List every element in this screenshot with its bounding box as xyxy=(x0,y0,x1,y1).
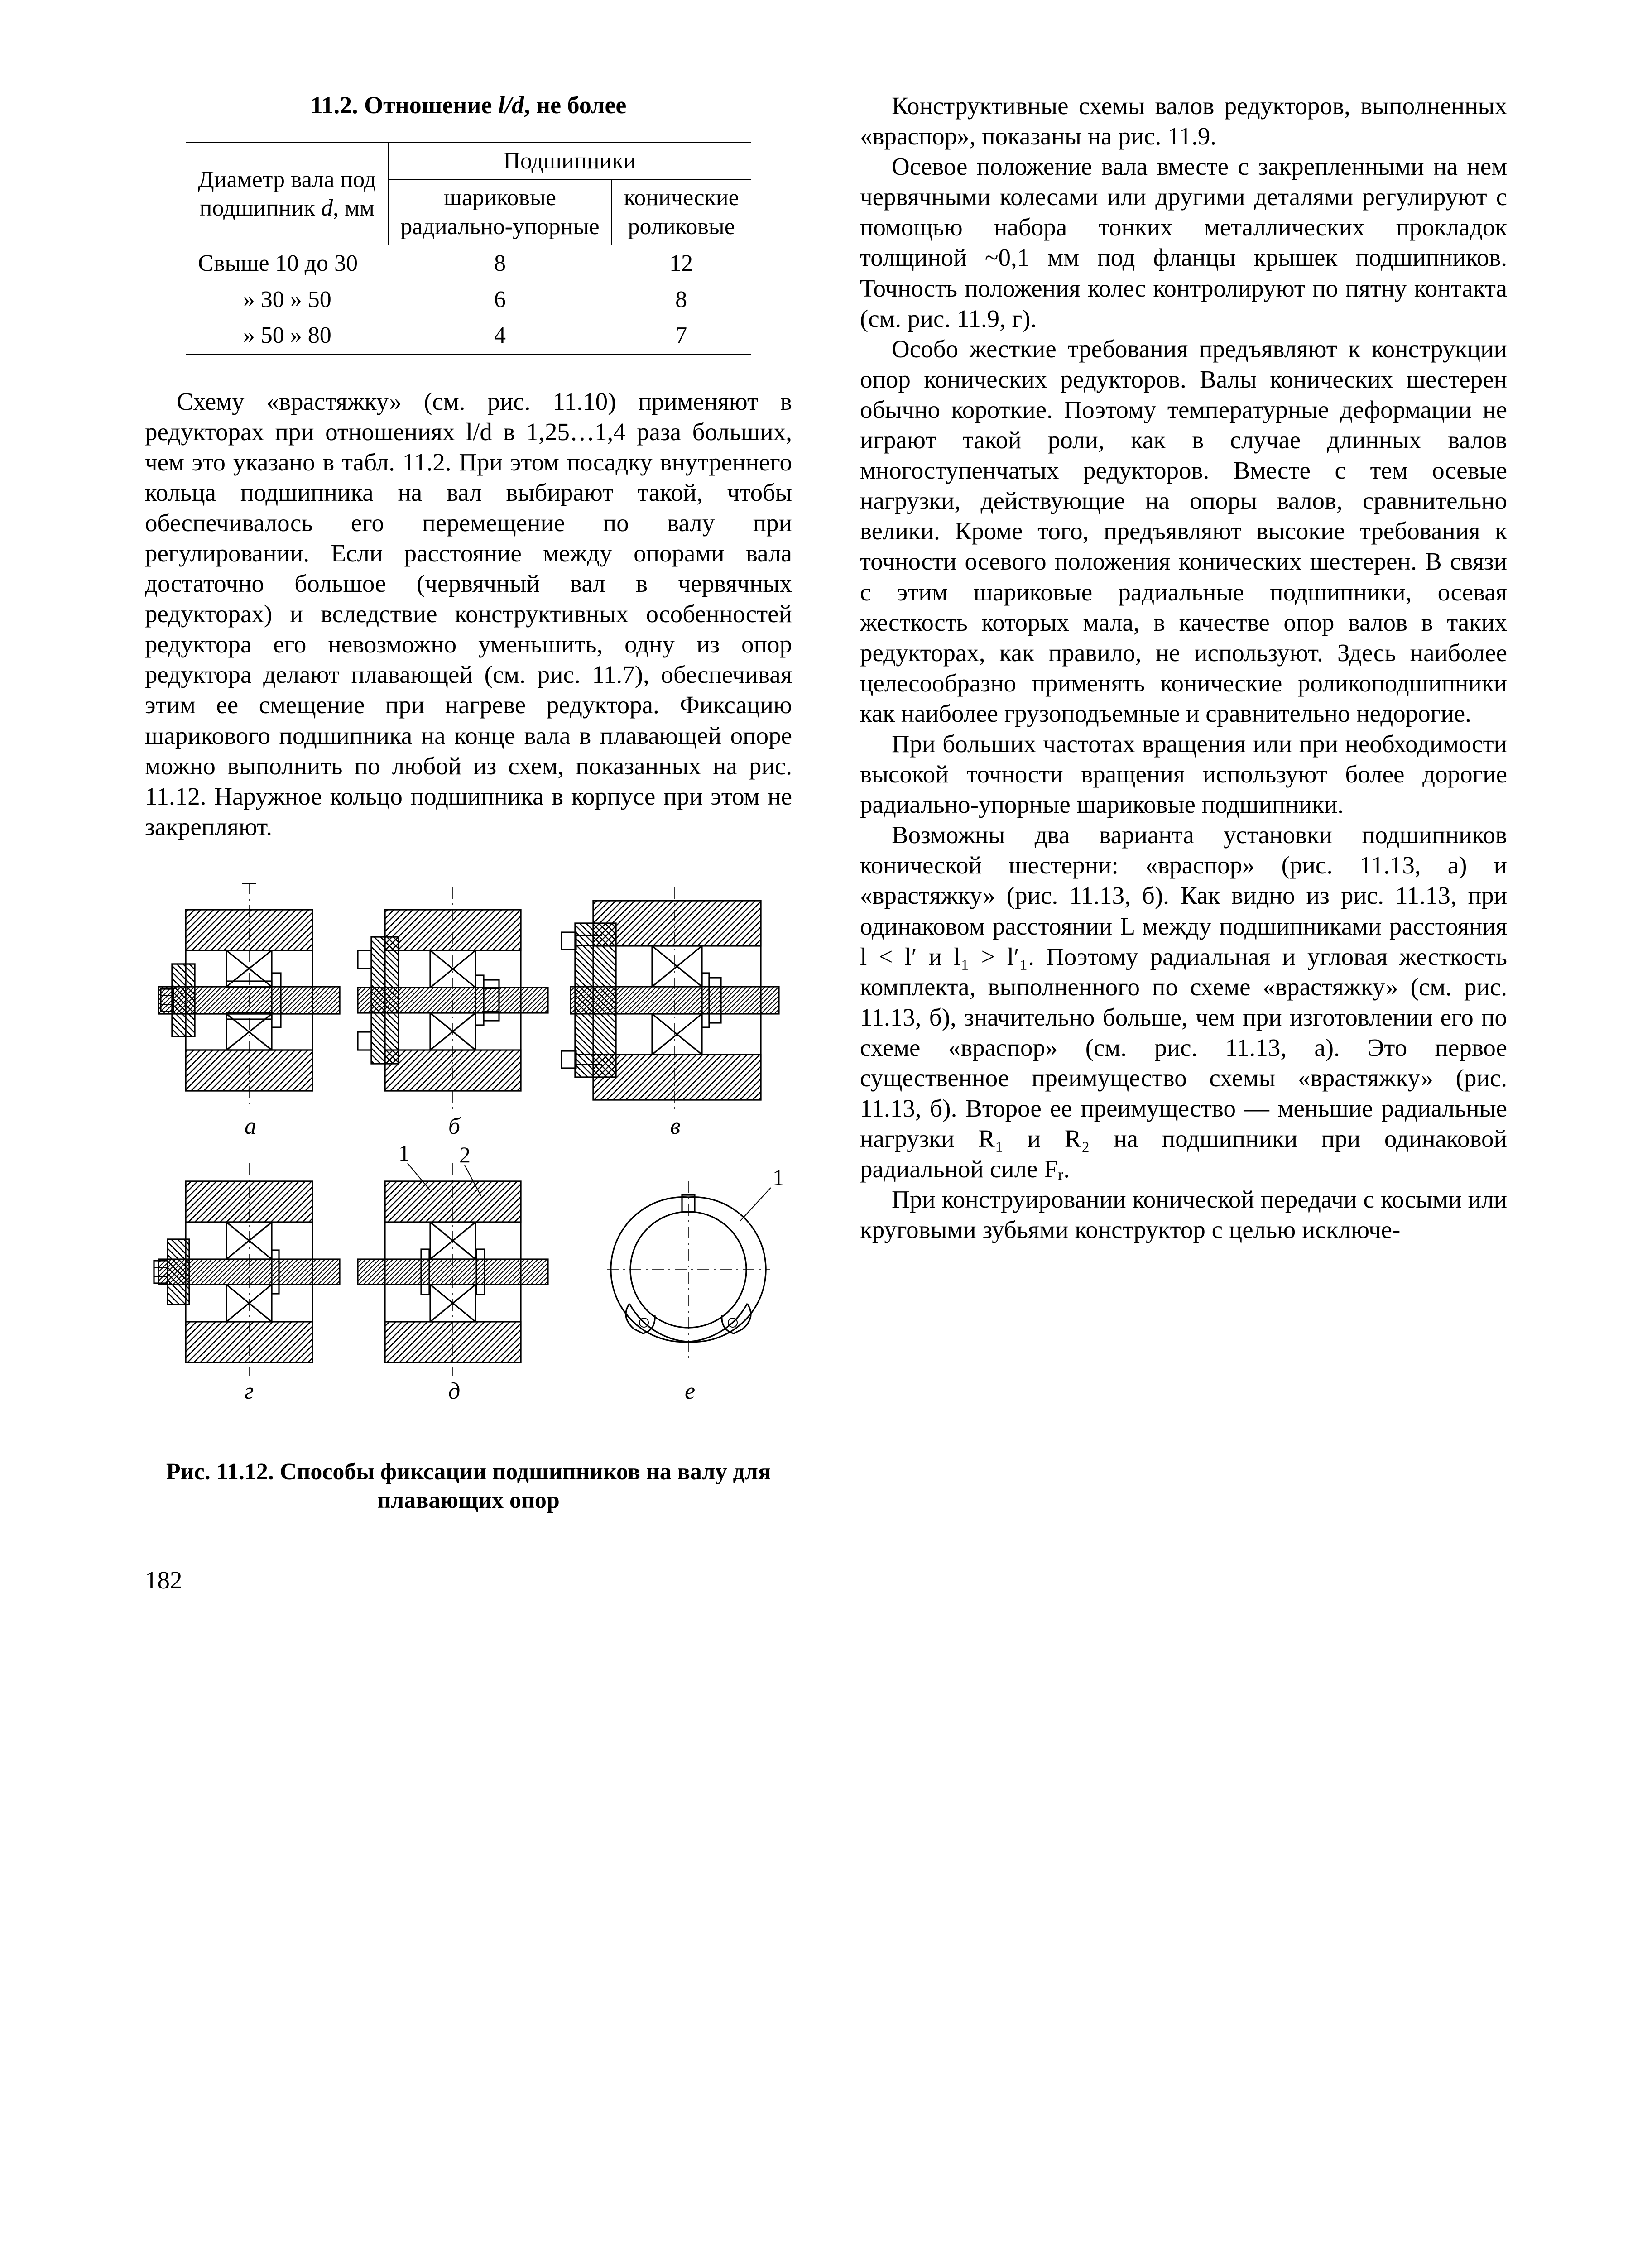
col-group: Подшипники xyxy=(388,143,750,179)
table-row: » 50 » 80 4 7 xyxy=(186,317,750,354)
stub-l2a: подшипник xyxy=(200,195,321,221)
title-var: l/d xyxy=(498,91,524,119)
fig-label-e: е xyxy=(685,1378,695,1404)
fig-label-a: а xyxy=(245,1113,256,1139)
fig-label-d: д xyxy=(448,1378,460,1404)
cell: 7 xyxy=(612,317,751,354)
figure-caption: Рис. 11.12. Способы фиксации подшипников… xyxy=(145,1458,792,1515)
right-paragraph-1: Конструктивные схемы валов редукторов, в… xyxy=(860,91,1507,151)
fig-callout-1: 1 xyxy=(399,1140,410,1166)
figure-11-12: .ln{stroke:#000;stroke-width:3.2;fill:no… xyxy=(145,873,792,1515)
stub-l2b: d xyxy=(321,195,333,221)
title-suffix: , не более xyxy=(524,91,626,119)
title-prefix: 11.2. Отношение xyxy=(311,91,498,119)
fig-callout-2: 2 xyxy=(459,1142,471,1167)
left-paragraph-1: Схему «врастяжку» (см. рис. 11.10) приме… xyxy=(145,386,792,842)
table-title: 11.2. Отношение l/d, не более xyxy=(145,91,792,120)
fig-label-g: г xyxy=(245,1378,254,1404)
col-b1: конические xyxy=(624,185,739,211)
cell: 8 xyxy=(388,245,611,281)
fig-label-b: б xyxy=(448,1113,461,1139)
right-paragraph-4: При больших частотах вращения или при не… xyxy=(860,729,1507,820)
fig-callout-1e: 1 xyxy=(773,1165,784,1190)
right-paragraph-2: Осевое положение вала вместе с закреплен… xyxy=(860,151,1507,334)
ratio-table: Диаметр вала под подшипник d, мм Подшипн… xyxy=(186,142,750,355)
right-paragraph-6: При конструировании конической передачи … xyxy=(860,1184,1507,1245)
right-paragraph-3: Особо жесткие требования предъявляют к к… xyxy=(860,334,1507,729)
cell: 4 xyxy=(388,317,611,354)
page-number: 182 xyxy=(145,1565,792,1595)
cell: 12 xyxy=(612,245,751,281)
cell: 8 xyxy=(612,282,751,317)
cell: 6 xyxy=(388,282,611,317)
col-a1: шариковые xyxy=(444,185,556,211)
cell: » 30 » 50 xyxy=(186,282,388,317)
col-a2: радиально-упорные xyxy=(400,214,599,240)
right-paragraph-5: Возможны два варианта установки подшипни… xyxy=(860,820,1507,1184)
bearing-fixation-diagram: .ln{stroke:#000;stroke-width:3.2;fill:no… xyxy=(145,873,788,1444)
cell: Свыше 10 до 30 xyxy=(186,245,388,281)
cell: » 50 » 80 xyxy=(186,317,388,354)
figure-caption-text: Рис. 11.12. Способы фиксации подшипников… xyxy=(166,1459,771,1513)
table-row: » 30 » 50 6 8 xyxy=(186,282,750,317)
stub-l1: Диаметр вала под xyxy=(198,167,376,192)
col-b2: роликовые xyxy=(628,214,735,240)
fig-label-v: в xyxy=(670,1113,681,1139)
stub-l2c: , мм xyxy=(333,195,375,221)
table-row: Свыше 10 до 30 8 12 xyxy=(186,245,750,281)
